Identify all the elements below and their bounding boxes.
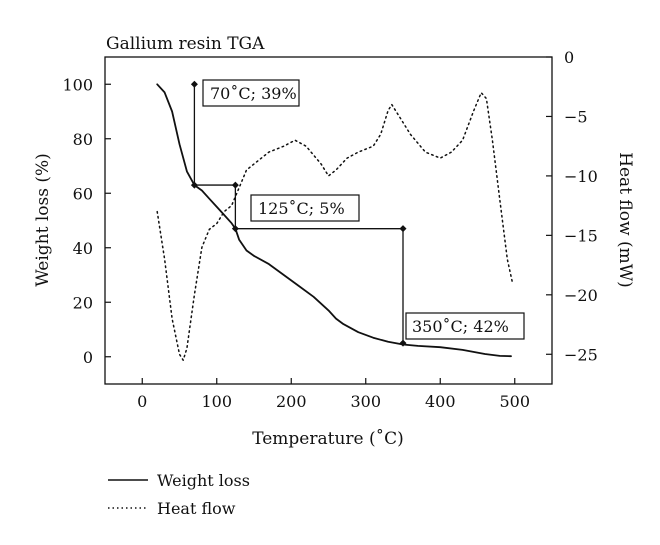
y-left-tick-label: 0 <box>83 348 93 367</box>
annotation-box <box>202 79 300 107</box>
y-left-tick-label: 40 <box>73 239 93 258</box>
y-right-axis-label: Heat flow (mW) <box>615 152 635 288</box>
legend: Weight loss Heat flow <box>108 471 250 518</box>
x-tick-label: 200 <box>276 392 307 411</box>
legend-label-weight-loss: Weight loss <box>157 471 250 490</box>
x-tick-label: 300 <box>350 392 381 411</box>
chart-title: Gallium resin TGA <box>106 34 265 54</box>
y-right-tick-label: 0 <box>564 48 574 67</box>
x-tick-label: 0 <box>137 392 147 411</box>
y-left-axis-label: Weight loss (%) <box>33 153 53 287</box>
y-left-tick-label: 80 <box>73 130 93 149</box>
y-right-tick-label: −20 <box>564 286 598 305</box>
y-left-tick-label: 100 <box>62 75 93 94</box>
y-right-tick-label: −15 <box>564 226 598 245</box>
y-left-tick-label: 60 <box>73 184 93 203</box>
step-marker <box>231 225 239 233</box>
axis-ticks: 0 100 200 300 400 500 0 20 40 60 80 100 0 −5 −10 −15 −20… <box>62 48 597 411</box>
annotation-label: 125˚C; 5% <box>258 199 345 218</box>
annotation-350: 350˚C; 42% <box>405 312 525 340</box>
step-marker <box>190 80 198 88</box>
step-marker <box>231 181 239 189</box>
step-marker <box>399 225 407 233</box>
heat-flow-line <box>156 91 514 361</box>
y-right-tick-label: −10 <box>564 167 598 186</box>
plot-frame <box>104 56 553 385</box>
y-right-tick-label: −25 <box>564 345 598 364</box>
x-tick-label: 500 <box>499 392 530 411</box>
x-axis-label: Temperature (˚C) <box>252 429 404 449</box>
step-marker <box>190 181 198 189</box>
annotation-label: 70˚C; 39% <box>210 84 297 103</box>
y-right-tick-label: −5 <box>564 107 588 126</box>
annotation-box <box>405 312 525 340</box>
step-lines <box>193 84 404 344</box>
step-markers <box>190 80 407 347</box>
step-marker <box>399 339 407 347</box>
x-tick-label: 400 <box>425 392 456 411</box>
legend-label-heat-flow: Heat flow <box>157 499 236 518</box>
annotation-70: 70˚C; 39% <box>202 79 300 107</box>
x-tick-label: 100 <box>201 392 232 411</box>
annotation-125: 125˚C; 5% <box>250 194 360 222</box>
annotation-box <box>250 194 360 222</box>
annotation-label: 350˚C; 42% <box>412 317 509 336</box>
y-left-tick-label: 20 <box>73 293 93 312</box>
